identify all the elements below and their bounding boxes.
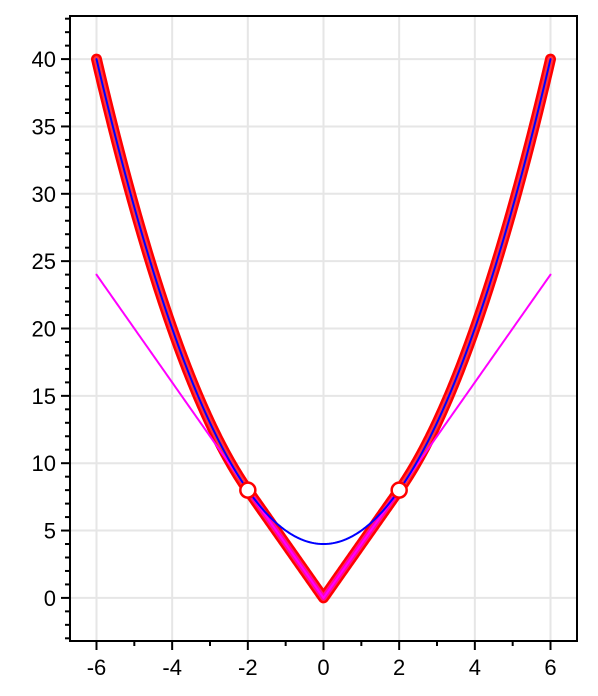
x-tick-label: -6 bbox=[87, 655, 107, 680]
x-tick-label: 2 bbox=[393, 655, 405, 680]
y-tick-label: 5 bbox=[44, 519, 56, 544]
open-point-0 bbox=[239, 481, 257, 499]
y-tick-label: 10 bbox=[32, 451, 56, 476]
y-tick-label: 0 bbox=[44, 586, 56, 611]
x-tick-labels: -6 -4 -2 0 2 4 6 bbox=[87, 655, 557, 680]
y-tick-label: 35 bbox=[32, 114, 56, 139]
series-line-3 bbox=[95, 58, 552, 546]
grid bbox=[70, 16, 577, 641]
x-tick-label: -2 bbox=[238, 655, 258, 680]
points-layer bbox=[239, 481, 408, 499]
x-tick-label: 6 bbox=[544, 655, 556, 680]
y-tick-label: 20 bbox=[32, 317, 56, 342]
y-tick-labels: 0 5 10 15 20 25 30 35 40 bbox=[32, 47, 56, 611]
x-tick-label: 4 bbox=[469, 655, 481, 680]
y-tick-label: 30 bbox=[32, 182, 56, 207]
open-point-1 bbox=[390, 481, 408, 499]
x-tick-label: 0 bbox=[317, 655, 329, 680]
y-tick-label: 40 bbox=[32, 47, 56, 72]
series-line-2 bbox=[95, 273, 552, 599]
y-tick-label: 25 bbox=[32, 249, 56, 274]
x-tick-label: -4 bbox=[162, 655, 182, 680]
tick-marks bbox=[61, 17, 552, 650]
series-layer bbox=[90, 53, 557, 604]
y-tick-label: 15 bbox=[32, 384, 56, 409]
